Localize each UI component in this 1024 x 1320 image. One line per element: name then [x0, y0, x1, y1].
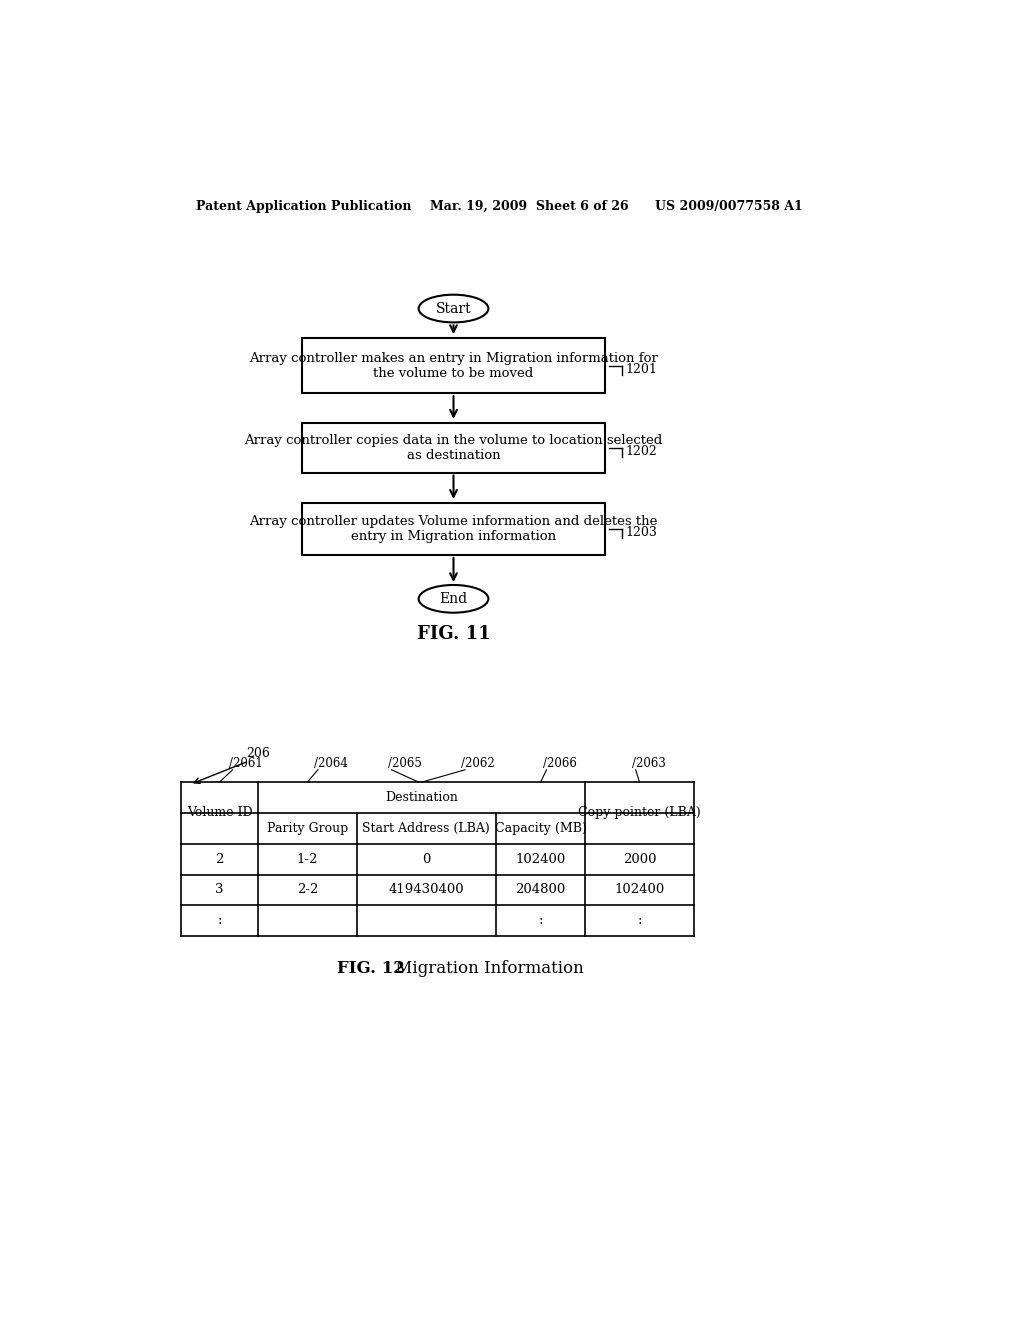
Bar	[302, 338, 604, 393]
Text: /2064: /2064	[314, 758, 348, 770]
Ellipse shape	[419, 294, 488, 322]
Text: 1201: 1201	[626, 363, 657, 376]
Text: /2065: /2065	[388, 758, 422, 770]
Ellipse shape	[419, 585, 488, 612]
Text: Array controller makes an entry in Migration information for
the volume to be mo: Array controller makes an entry in Migra…	[249, 351, 658, 380]
Text: 1-2: 1-2	[297, 853, 318, 866]
Text: 102400: 102400	[614, 883, 665, 896]
Text: :: :	[217, 915, 222, 927]
Text: Destination: Destination	[385, 791, 458, 804]
Text: US 2009/0077558 A1: US 2009/0077558 A1	[655, 199, 803, 213]
Bar	[302, 503, 604, 554]
Text: 2000: 2000	[623, 853, 656, 866]
Text: Patent Application Publication: Patent Application Publication	[197, 199, 412, 213]
Text: /2066: /2066	[543, 758, 577, 770]
Text: Array controller updates Volume information and deletes the
entry in Migration i: Array controller updates Volume informat…	[249, 515, 657, 543]
Text: 204800: 204800	[515, 883, 566, 896]
Text: 419430400: 419430400	[388, 883, 464, 896]
Text: 102400: 102400	[515, 853, 566, 866]
Text: 1202: 1202	[626, 445, 657, 458]
Text: /2061: /2061	[228, 758, 262, 770]
Text: FIG. 12: FIG. 12	[337, 960, 406, 977]
Text: Parity Group: Parity Group	[267, 822, 348, 834]
Text: /2063: /2063	[632, 758, 666, 770]
Text: Copy pointer (LBA): Copy pointer (LBA)	[579, 807, 700, 820]
Text: 206: 206	[246, 747, 269, 760]
Text: :: :	[637, 915, 642, 927]
Text: Start Address (LBA): Start Address (LBA)	[362, 822, 490, 834]
Text: Capacity (MB): Capacity (MB)	[495, 822, 587, 834]
Text: 0: 0	[422, 853, 430, 866]
Text: 3: 3	[215, 883, 223, 896]
Text: Array controller copies data in the volume to location selected
as destination: Array controller copies data in the volu…	[245, 433, 663, 462]
Bar	[302, 422, 604, 473]
Text: Start: Start	[435, 301, 471, 315]
Text: Migration Information: Migration Information	[390, 960, 584, 977]
Text: /2062: /2062	[461, 758, 495, 770]
Text: 1203: 1203	[626, 527, 657, 539]
Text: End: End	[439, 591, 468, 606]
Text: 2: 2	[215, 853, 223, 866]
Text: Mar. 19, 2009  Sheet 6 of 26: Mar. 19, 2009 Sheet 6 of 26	[430, 199, 629, 213]
Text: :: :	[539, 915, 543, 927]
Text: Volume ID: Volume ID	[186, 807, 252, 820]
Text: 2-2: 2-2	[297, 883, 318, 896]
Text: FIG. 11: FIG. 11	[417, 626, 490, 643]
